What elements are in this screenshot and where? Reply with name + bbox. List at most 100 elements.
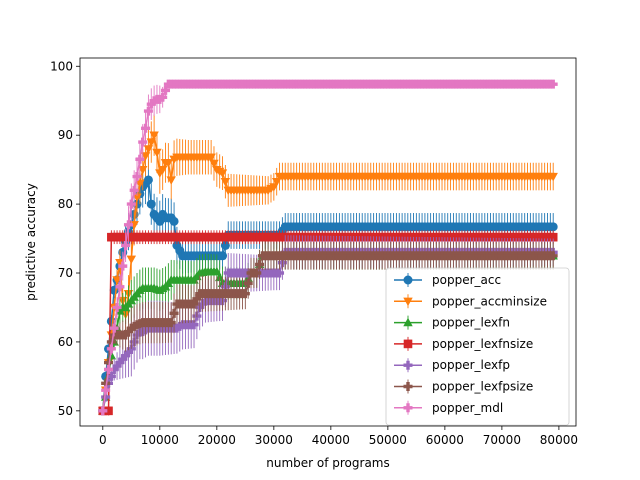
data-point (123, 220, 133, 230)
data-point (255, 259, 265, 269)
data-point (104, 364, 114, 374)
legend-marker (403, 317, 413, 327)
series-popper_mdl (98, 79, 558, 416)
data-point (152, 148, 162, 158)
data-point (243, 278, 253, 288)
data-point (166, 176, 176, 185)
data-point (109, 323, 119, 333)
data-point (112, 276, 122, 285)
x-tick-label: 50000 (369, 433, 407, 447)
x-tick-label: 60000 (426, 433, 464, 447)
y-tick-label: 70 (58, 266, 73, 280)
data-point (275, 268, 285, 278)
data-point (126, 199, 136, 209)
data-point (163, 159, 174, 168)
y-tick-label: 80 (58, 197, 73, 211)
x-axis-label: number of programs (266, 456, 390, 470)
y-axis-label: predictive accuracy (24, 183, 38, 301)
y-tick-label: 100 (50, 59, 73, 73)
legend-label: popper_acc (432, 273, 501, 287)
data-point (271, 178, 282, 187)
legend-item: popper_mdl (394, 400, 503, 415)
x-axis: 0 10000 20000 30000 40000 50000 60000 70000 8000… (99, 426, 578, 447)
data-point (138, 137, 148, 147)
x-tick-label: 0 (99, 433, 107, 447)
data-point (118, 261, 128, 271)
data-point (135, 179, 145, 189)
data-point (206, 153, 216, 163)
plot-series (98, 79, 558, 416)
legend-item: popper_lexfnsize (394, 336, 533, 351)
legend-marker (403, 360, 413, 370)
y-axis: 50 60 70 80 90 100 (50, 59, 80, 418)
data-point (217, 169, 228, 178)
legend-label: popper_lexfnsize (432, 337, 533, 351)
x-tick-label: 20000 (198, 433, 236, 447)
data-point (169, 216, 179, 226)
data-point (157, 165, 168, 175)
data-point (143, 145, 154, 154)
data-point (132, 172, 142, 182)
data-point (106, 344, 116, 354)
legend-box (385, 267, 570, 426)
x-tick-label: 70000 (483, 433, 521, 447)
data-point (548, 222, 558, 232)
data-point (115, 282, 125, 292)
data-point (101, 392, 111, 402)
legend-marker (403, 275, 413, 285)
legend-label: popper_lexfpsize (432, 380, 533, 394)
x-tick-label: 40000 (312, 433, 350, 447)
data-point (140, 152, 151, 161)
data-point (212, 266, 222, 276)
data-point (121, 240, 131, 250)
legend-label: popper_lexfn (432, 316, 510, 330)
x-tick-label: 30000 (255, 433, 293, 447)
legend-label: popper_accminsize (432, 294, 547, 308)
data-point (146, 138, 156, 147)
legend-item: popper_lexfp (394, 358, 510, 373)
x-tick-label: 80000 (540, 433, 578, 447)
legend-marker (403, 297, 413, 307)
legend-item: popper_lexfpsize (394, 379, 533, 394)
legend-marker (403, 403, 413, 413)
y-tick-label: 90 (58, 128, 73, 142)
legend: popper_acc popper_accminsize popper_lexfnp… (385, 267, 570, 426)
data-point (98, 406, 108, 416)
plot-frame (79, 57, 577, 427)
data-point (112, 302, 122, 312)
data-point (189, 320, 199, 330)
data-point (143, 106, 153, 116)
legend-label: popper_mdl (432, 401, 503, 415)
data-point (101, 385, 111, 395)
data-point (126, 255, 137, 265)
data-point (158, 92, 168, 102)
y-tick-label: 60 (58, 335, 73, 349)
data-point (169, 308, 179, 318)
data-point (252, 268, 262, 278)
data-point (548, 172, 558, 182)
data-point (269, 183, 279, 192)
data-point (209, 159, 219, 169)
data-point (218, 251, 228, 261)
data-point (548, 79, 558, 89)
legend-marker (403, 339, 413, 349)
series-popper_lexfpsize (98, 241, 558, 416)
data-point (143, 175, 153, 185)
legend-label: popper_lexfp (432, 358, 510, 372)
data-point (240, 289, 250, 299)
data-point (141, 123, 151, 133)
data-point (135, 154, 145, 164)
data-point (161, 85, 171, 95)
data-point (548, 251, 558, 261)
series-popper_accminsize (98, 114, 558, 416)
legend-item: popper_lexfn (394, 315, 510, 330)
legend-item: popper_acc (394, 273, 501, 287)
legend-item: popper_accminsize (394, 294, 547, 309)
x-tick-label: 10000 (141, 433, 179, 447)
y-tick-label: 50 (58, 404, 73, 418)
data-point (146, 199, 156, 209)
data-point (166, 318, 176, 328)
data-point (129, 185, 139, 195)
legend-marker (403, 381, 413, 392)
